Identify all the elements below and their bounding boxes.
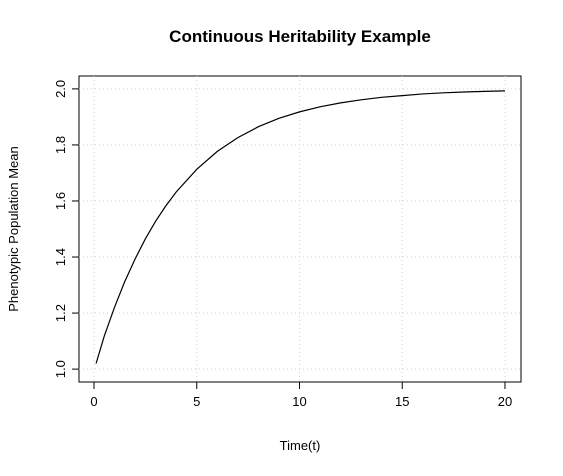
y-tick-label: 1.6 <box>53 192 68 210</box>
plot-frame <box>78 75 522 383</box>
y-tick-label: 1.8 <box>53 136 68 154</box>
x-tick-label: 15 <box>395 394 409 409</box>
y-tick-label: 2.0 <box>53 80 68 98</box>
x-tick-label: 10 <box>292 394 306 409</box>
x-axis-label: Time(t) <box>280 438 321 453</box>
x-tick-label: 20 <box>498 394 512 409</box>
y-axis-label: Phenotypic Population Mean <box>6 146 21 312</box>
x-tick-label: 0 <box>90 394 97 409</box>
data-line <box>95 90 505 364</box>
y-tick-label: 1.4 <box>53 248 68 266</box>
y-tick-label: 1.0 <box>53 360 68 378</box>
y-tick-label: 1.2 <box>53 304 68 322</box>
x-tick-label: 5 <box>193 394 200 409</box>
chart-title: Continuous Heritability Example <box>169 27 431 46</box>
